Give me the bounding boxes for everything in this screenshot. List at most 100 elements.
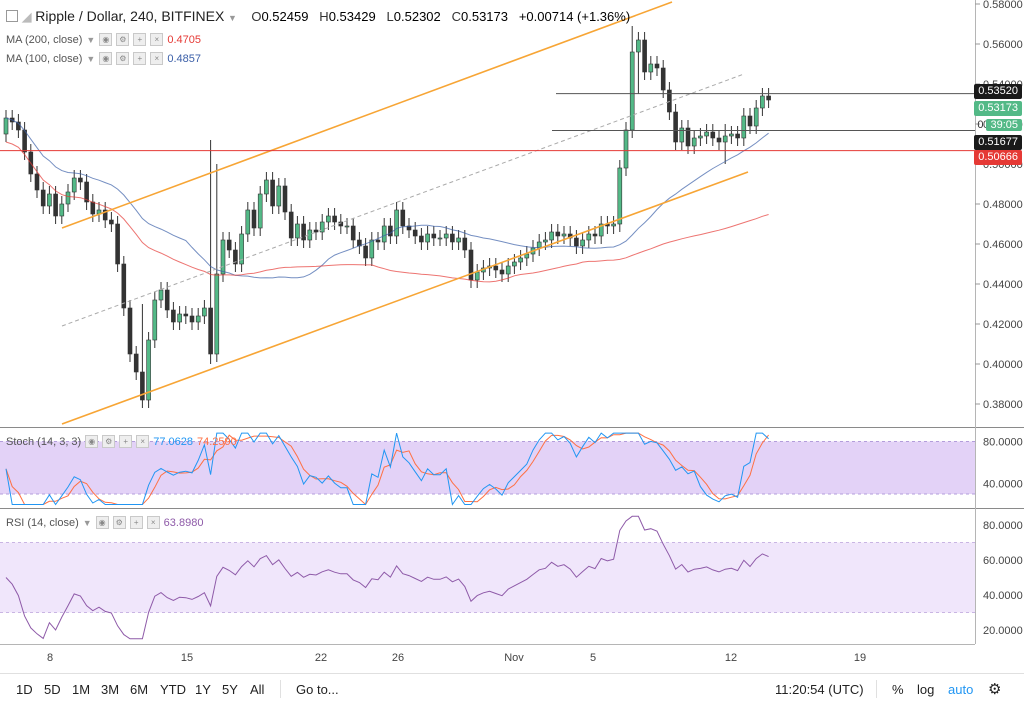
- low-value: 0.52302: [393, 9, 441, 24]
- rsi-tick-label: 20.0000: [983, 625, 1023, 637]
- open-value: 0.52459: [261, 9, 309, 24]
- close-icon[interactable]: ×: [136, 435, 150, 448]
- candle-body: [431, 233, 437, 239]
- candle-body: [760, 95, 765, 109]
- candle-body: [617, 167, 623, 225]
- candle-body: [233, 249, 238, 265]
- plus-icon[interactable]: +: [129, 516, 143, 529]
- range-1d-button[interactable]: 1D: [16, 682, 33, 697]
- clock-display[interactable]: 11:20:54 (UTC): [775, 682, 864, 697]
- chevron-down-icon[interactable]: ▼: [82, 517, 92, 528]
- plus-icon[interactable]: +: [133, 33, 147, 46]
- candle-body: [425, 233, 430, 243]
- candle-body: [332, 215, 337, 223]
- candle-body: [698, 135, 703, 139]
- candle-body: [660, 67, 666, 91]
- percent-toggle[interactable]: %: [892, 682, 904, 697]
- candle-body: [642, 39, 647, 73]
- ma100-label: MA (100, close): [6, 52, 83, 65]
- range-all-button[interactable]: All: [250, 682, 265, 697]
- candle-body: [561, 233, 567, 237]
- candle-body: [195, 315, 201, 323]
- candle-body: [505, 265, 511, 275]
- price-tick-label: 0.58000: [983, 0, 1023, 11]
- stoch-tick-label: 40.0000: [983, 479, 1023, 491]
- candle-body: [419, 235, 424, 243]
- candle-body: [611, 223, 616, 227]
- candle-body: [282, 185, 288, 213]
- candle-body: [549, 231, 554, 241]
- log-toggle[interactable]: log: [917, 682, 935, 697]
- gear-icon[interactable]: ⚙: [116, 52, 130, 65]
- candle-body: [580, 239, 585, 247]
- candle-body: [450, 233, 455, 243]
- close-value: 0.53173: [461, 9, 508, 24]
- price-tick-label: 0.56000: [983, 39, 1023, 51]
- close-icon[interactable]: ×: [150, 33, 164, 46]
- candle-body: [121, 263, 127, 309]
- eye-icon[interactable]: ◉: [95, 516, 109, 529]
- eye-icon[interactable]: ◉: [85, 435, 99, 448]
- candle-body: [164, 289, 170, 311]
- gear-icon[interactable]: ⚙: [988, 681, 1002, 698]
- gear-icon[interactable]: ⚙: [116, 33, 130, 46]
- range-3m-button[interactable]: 3M: [101, 682, 120, 697]
- collapse-icon[interactable]: [6, 10, 18, 22]
- chevron-down-icon[interactable]: ▼: [86, 53, 96, 64]
- chart-header: ◢ Ripple / Dollar, 240, BITFINEX ▼ O0.52…: [6, 8, 630, 25]
- gear-icon[interactable]: ⚙: [102, 435, 116, 448]
- ma200-legend[interactable]: MA (200, close) ▼ ◉ ⚙ + × 0.4705: [6, 33, 201, 46]
- candle-body: [344, 225, 350, 228]
- gear-icon[interactable]: ⚙: [112, 516, 126, 529]
- candle-body: [586, 233, 592, 241]
- auto-toggle[interactable]: auto: [948, 682, 974, 697]
- range-5y-button[interactable]: 5Y: [222, 682, 238, 697]
- candle-body: [53, 193, 58, 217]
- candle-body: [189, 315, 195, 323]
- close-icon[interactable]: ×: [146, 516, 160, 529]
- candle-body: [729, 133, 734, 137]
- symbol-title[interactable]: Ripple / Dollar, 240, BITFINEX: [35, 8, 225, 24]
- candle-body: [474, 271, 480, 281]
- ma100-value: 0.4857: [167, 52, 201, 65]
- bottom-toolbar: 1D 5D 1M 3M 6M YTD 1Y 5Y All Go to... 11…: [0, 673, 1024, 705]
- candle-body: [257, 193, 263, 229]
- ma100-legend[interactable]: MA (100, close) ▼ ◉ ⚙ + × 0.4857: [6, 52, 201, 65]
- eye-icon[interactable]: ◉: [99, 33, 113, 46]
- channel-upper-line[interactable]: [61, 1, 673, 229]
- candle-body: [598, 223, 604, 237]
- candle-body: [214, 273, 220, 355]
- range-1m-button[interactable]: 1M: [72, 682, 91, 697]
- candle-body: [288, 211, 294, 239]
- stoch-legend[interactable]: Stoch (14, 3, 3) ◉ ⚙ + × 77.0628 74.2590: [6, 435, 237, 448]
- stoch-k-value: 77.0628: [153, 435, 193, 448]
- rsi-label: RSI (14, close): [6, 516, 79, 529]
- candle-body: [673, 111, 678, 143]
- eye-icon[interactable]: ◉: [99, 52, 113, 65]
- price-tag-mid: 0.51677: [974, 135, 1022, 150]
- high-label: H: [319, 9, 329, 24]
- rsi-band: [0, 542, 975, 613]
- change-value: +0.00714 (+1.36%): [518, 9, 631, 24]
- plus-icon[interactable]: +: [133, 52, 147, 65]
- candle-body: [140, 371, 145, 401]
- chevron-down-icon[interactable]: ▼: [227, 13, 237, 23]
- channel-lower-line[interactable]: [61, 171, 749, 425]
- candle-body: [722, 135, 728, 143]
- rsi-legend[interactable]: RSI (14, close) ▼ ◉ ⚙ + × 63.8980: [6, 516, 203, 529]
- range-6m-button[interactable]: 6M: [130, 682, 149, 697]
- close-icon[interactable]: ×: [150, 52, 164, 65]
- range-1y-button[interactable]: 1Y: [195, 682, 211, 697]
- candle-body: [667, 89, 672, 113]
- candle-body: [753, 107, 759, 127]
- chevron-down-icon[interactable]: ▼: [86, 34, 96, 45]
- range-5d-button[interactable]: 5D: [44, 682, 61, 697]
- plus-icon[interactable]: +: [119, 435, 133, 448]
- candle-body: [766, 95, 771, 101]
- channel-mid-line[interactable]: [61, 73, 745, 327]
- candle-body: [102, 209, 108, 221]
- goto-button[interactable]: Go to...: [296, 682, 339, 697]
- range-ytd-button[interactable]: YTD: [160, 682, 186, 697]
- candle-body: [691, 137, 697, 147]
